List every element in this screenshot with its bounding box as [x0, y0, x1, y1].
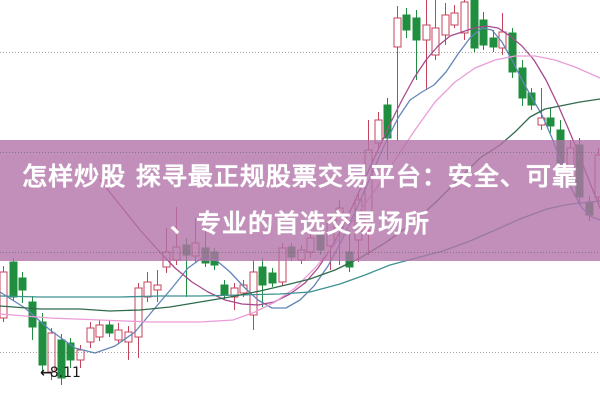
ma-mid-magenta — [99, 25, 600, 306]
headline-line-1: 怎样炒股 探寻最正规股票交易平台：安全、可靠 — [22, 162, 578, 191]
left-arrow-icon: ← — [40, 365, 52, 381]
headline-banner: 怎样炒股 探寻最正规股票交易平台：安全、可靠 、专业的首选交易场所 — [0, 140, 600, 261]
grid-line — [0, 352, 600, 353]
low-price-annotation: ←8.11 — [40, 366, 81, 380]
grid-line — [0, 52, 600, 53]
grid-line — [0, 152, 600, 153]
grid-line — [0, 252, 600, 253]
headline-line-2: 、专业的首选交易场所 — [169, 209, 430, 238]
low-price-label: 8.11 — [49, 365, 81, 381]
